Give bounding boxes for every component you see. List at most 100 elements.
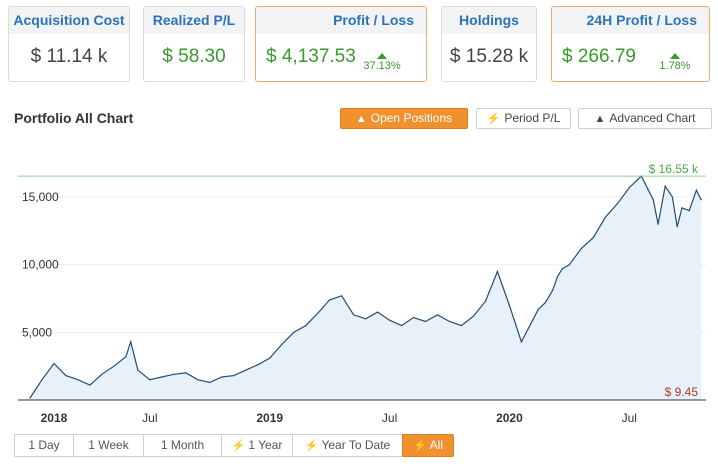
data-point [149,379,151,381]
data-point [65,375,67,377]
data-point [341,295,343,297]
range-year-to-date-label: Year To Date [321,438,391,452]
data-point [197,379,199,381]
tab-open-positions[interactable]: ▲ Open Positions [340,108,468,129]
data-point [676,226,678,228]
data-point [556,276,559,278]
data-point [137,369,139,371]
range-year-to-date[interactable]: ⚡ Year To Date [292,434,403,457]
data-point [305,325,307,327]
data-point [173,373,175,375]
up-arrow-icon [670,53,680,59]
range-1-week-label: 1 Week [88,438,129,452]
data-point [401,325,403,327]
min-value-label: $ 9.45 [665,385,699,399]
range-1-week[interactable]: 1 Week [73,434,144,457]
profit-loss-pct-text: 37.13% [363,60,401,72]
data-point [365,318,367,320]
tab-advanced-chart-label: Advanced Chart [609,111,696,125]
range-1-year[interactable]: ⚡ 1 Year [221,434,293,457]
holdings-label: Holdings [442,7,536,34]
realized-pl-label: Realized P/L [144,7,244,34]
data-point [664,185,666,187]
data-point [652,199,654,201]
data-point [568,264,571,266]
x-tick-label: Jul [382,411,397,425]
tab-period-pl-label: Period P/L [504,111,561,125]
portfolio-chart[interactable]: 5,000 10,000 15,000 $ 16.55 k $ 9.45 2018 Jul 2… [0,150,718,430]
data-point [29,397,31,399]
data-point [77,379,79,381]
data-point [245,369,247,371]
data-point [700,199,702,201]
profit-24h-pct-text: 1.78% [659,60,691,72]
data-point [269,357,271,359]
profit-loss-card: Profit / Loss $ 4,137.53 37.13% [255,6,427,82]
data-point [412,316,415,319]
acquisition-cost-card: Acquisition Cost $ 11.14 k [8,6,130,82]
range-1-day-label: 1 Day [28,438,60,452]
data-point [113,365,115,367]
data-point [436,314,439,316]
bolt-icon: ⚡ [486,113,501,125]
x-tick-label: 2018 [41,411,68,425]
tab-advanced-chart[interactable]: ▲ Advanced Chart [578,108,712,129]
bolt-icon: ⚡ [231,440,246,452]
data-point [671,196,674,198]
data-point [520,341,523,343]
profit-loss-pct: 37.13% [360,53,404,72]
data-point [688,210,690,212]
data-point [592,237,594,239]
data-point [89,384,91,386]
range-1-year-label: 1 Year [248,438,283,452]
tab-period-pl[interactable]: ⚡ Period P/L [476,108,571,129]
data-point [460,325,463,327]
max-value-label: $ 16.55 k [649,162,699,176]
data-point [424,320,427,323]
data-point [353,314,355,316]
data-point [329,299,331,301]
range-1-month[interactable]: 1 Month [143,434,222,457]
acquisition-cost-label: Acquisition Cost [9,7,129,34]
profit-24h-label: 24H Profit / Loss [552,7,709,34]
range-1-day[interactable]: 1 Day [14,434,74,457]
data-point [628,187,630,189]
data-point [472,315,475,317]
data-point [552,289,554,291]
acquisition-cost-value: $ 11.14 k [30,46,108,67]
data-point [130,341,132,343]
bolt-icon: ⚡ [412,440,427,452]
data-point [257,364,259,366]
profit-24h-pct: 1.78% [653,53,697,72]
data-point [161,376,163,378]
summary-cards: Acquisition Cost $ 11.14 k Realized P/L … [8,6,710,82]
holdings-card: Holdings $ 15.28 k [441,6,537,82]
up-arrow-icon [377,53,387,59]
data-point [681,207,683,209]
data-point [537,308,539,310]
data-point [221,376,223,378]
range-1-month-label: 1 Month [160,438,205,452]
data-point [233,375,235,377]
portfolio-area [30,176,702,400]
x-tick-label: Jul [622,411,637,425]
data-point [532,318,535,320]
data-point [695,189,698,191]
data-point [580,247,582,250]
data-point [484,300,487,302]
data-point [53,362,55,365]
data-point [293,331,295,333]
realized-pl-value: $ 58.30 [162,46,226,67]
holdings-value: $ 15.28 k [449,46,529,67]
range-all[interactable]: ⚡ All [402,434,454,457]
data-point [389,319,391,321]
data-point [281,343,283,346]
profit-loss-label: Profit / Loss [256,7,426,34]
profit-24h-card: 24H Profit / Loss $ 266.79 1.78% [551,6,710,82]
data-point [185,372,187,374]
data-point [377,311,379,313]
range-all-label: All [429,438,444,452]
profit-24h-value: $ 266.79 [562,46,636,67]
data-point [508,304,510,306]
y-tick-label: 15,000 [22,190,59,204]
